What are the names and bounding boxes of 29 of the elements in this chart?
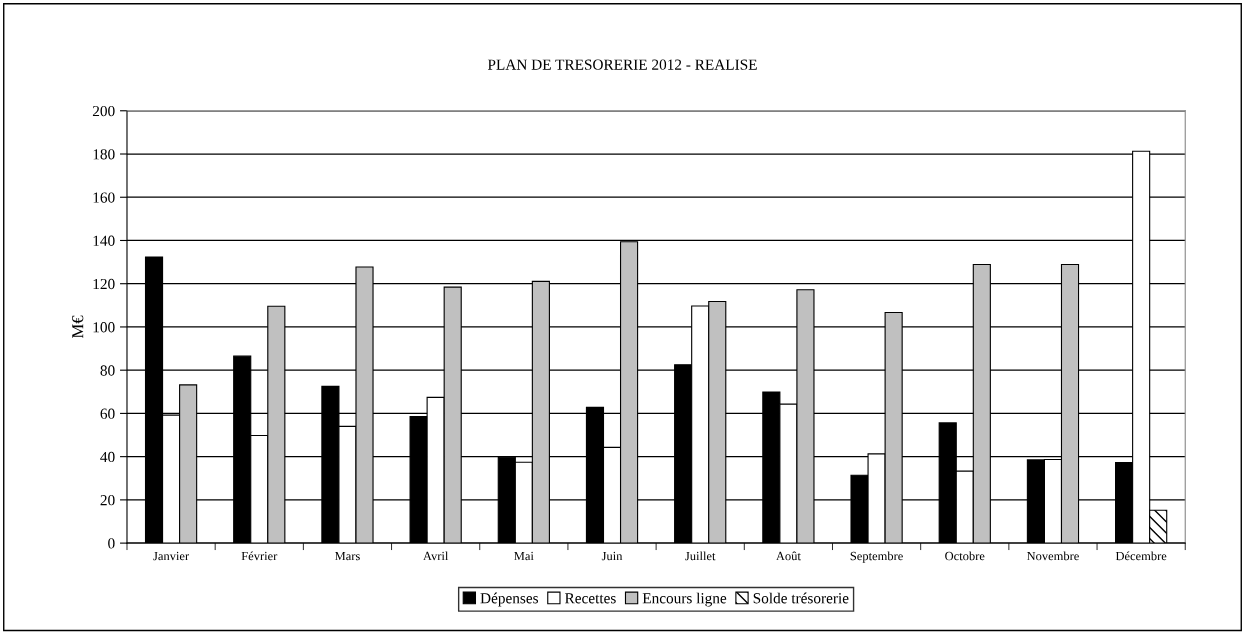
y-tick-label: 200 (92, 105, 115, 117)
x-tick-label: Février (241, 551, 278, 561)
y-tick-label: 100 (93, 322, 115, 333)
y-axis-title: M€ (72, 315, 84, 339)
y-tick-label: 80 (100, 365, 115, 376)
x-tick-label: Mai (514, 551, 534, 561)
y-tick-label: 40 (100, 451, 115, 463)
x-tick-label: Septembre (850, 551, 903, 563)
x-tick-label: Juin (601, 551, 623, 561)
chart-title: PLAN DE TRESORERIE 2012 - REALISE (487, 59, 757, 70)
y-tick-label: 0 (108, 538, 115, 549)
x-tick-label: Octobre (945, 551, 985, 561)
x-tick-label: Avril (423, 551, 449, 561)
x-tick-label: Mars (334, 551, 360, 561)
legend-label: Solde trésorerie (753, 592, 849, 604)
y-tick-label: 180 (93, 149, 115, 160)
legend-label: Encours ligne (642, 592, 727, 607)
y-tick-label: 160 (93, 192, 115, 203)
x-tick-label: Janvier (153, 551, 190, 561)
x-tick-label: Décembre (1115, 551, 1167, 561)
y-tick-label: 140 (93, 235, 115, 246)
y-tick-label: 60 (100, 408, 115, 419)
y-tick-label: 20 (100, 495, 115, 506)
legend-label: Dépenses (480, 592, 539, 607)
y-tick-label: 120 (93, 278, 115, 290)
legend-label: Recettes (565, 593, 616, 604)
x-tick-label: Novembre (1026, 551, 1079, 561)
x-tick-label: Août (776, 551, 801, 561)
x-tick-label: Juillet (685, 551, 716, 561)
